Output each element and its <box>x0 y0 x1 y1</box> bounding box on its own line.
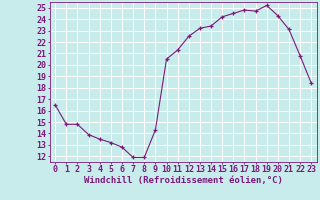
X-axis label: Windchill (Refroidissement éolien,°C): Windchill (Refroidissement éolien,°C) <box>84 176 283 185</box>
